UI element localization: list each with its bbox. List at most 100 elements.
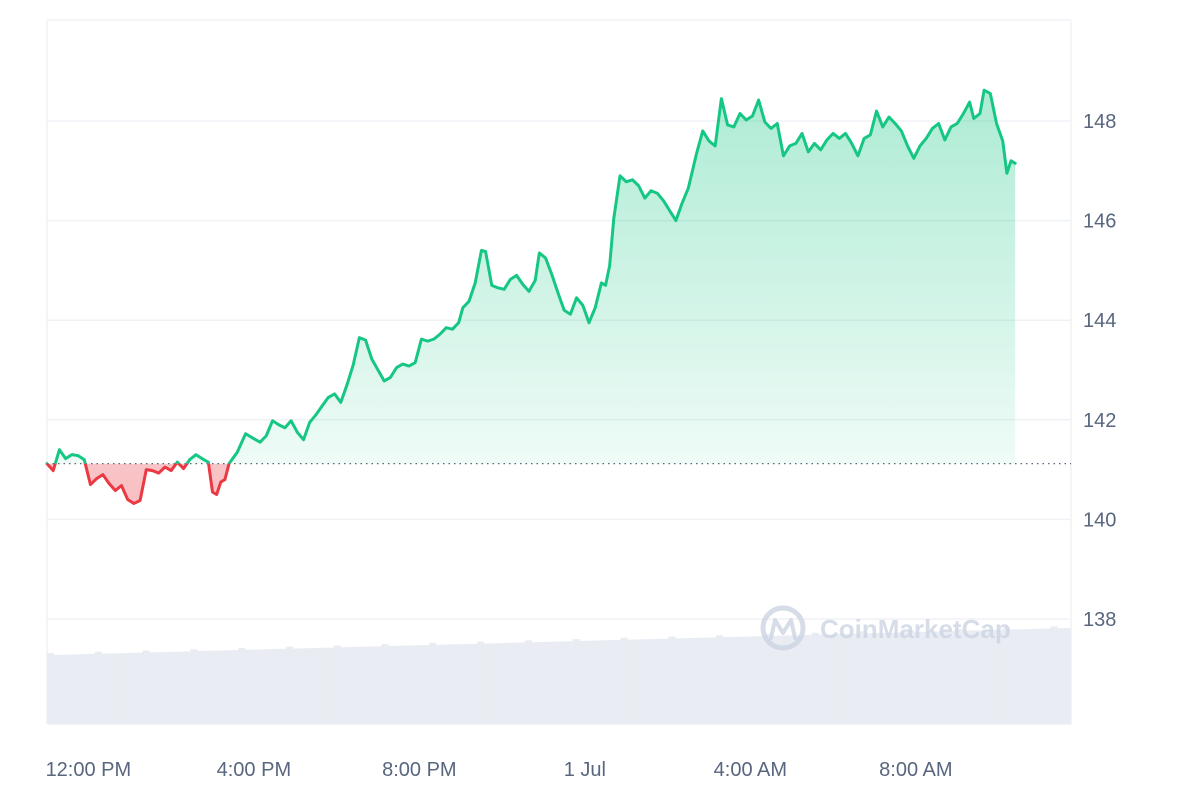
volume-bar — [579, 640, 587, 724]
volume-bar — [258, 649, 266, 724]
data-point — [983, 89, 985, 91]
data-point — [133, 502, 135, 504]
y-tick-label: 144 — [1083, 310, 1116, 332]
data-point — [813, 142, 815, 144]
volume-bar — [565, 641, 573, 724]
volume-bar — [920, 631, 928, 724]
volume-bar — [763, 633, 771, 724]
volume-bar — [122, 653, 130, 724]
volume-bar — [94, 651, 102, 724]
data-point — [944, 139, 946, 141]
data-point — [770, 127, 772, 129]
data-point — [139, 499, 141, 501]
volume-bar — [825, 634, 833, 724]
volume-bar — [381, 644, 389, 724]
data-point — [557, 292, 559, 294]
volume-bar — [135, 652, 143, 724]
volume-bar — [477, 641, 485, 724]
data-point — [995, 122, 997, 124]
volume-bar — [483, 643, 492, 724]
volume-bar — [47, 653, 55, 724]
volume-bar — [442, 644, 451, 724]
volume-bar — [989, 629, 997, 724]
volume-bar — [941, 631, 949, 724]
data-point — [875, 110, 877, 112]
volume-bar — [340, 647, 348, 724]
volume-bar — [306, 648, 314, 724]
volume-bar — [163, 651, 171, 724]
data-point — [271, 420, 273, 422]
data-point — [259, 441, 261, 443]
volume-bar — [422, 645, 430, 724]
data-point — [1006, 172, 1008, 174]
volume-bar — [1023, 629, 1031, 724]
volume-bar — [347, 647, 355, 724]
data-point — [588, 321, 590, 323]
data-point — [681, 202, 683, 204]
volume-bar — [743, 636, 751, 724]
data-point — [284, 427, 286, 429]
data-point — [844, 132, 846, 134]
area-above-baseline — [47, 90, 1016, 464]
volume-bar — [204, 650, 212, 724]
volume-bar — [927, 631, 935, 724]
volume-bar — [1016, 629, 1024, 724]
volume-bar — [60, 654, 68, 724]
volume-bar — [87, 653, 96, 724]
data-point — [189, 458, 191, 460]
data-point — [46, 462, 48, 464]
coinmarketcap-watermark: CoinMarketCap — [760, 605, 1011, 651]
volume-bar — [470, 643, 478, 724]
data-point — [708, 140, 710, 142]
data-point — [662, 199, 664, 201]
data-point — [265, 435, 267, 437]
volume-bar — [804, 634, 812, 724]
data-point — [739, 112, 741, 114]
volume-bar — [367, 646, 375, 724]
data-point — [420, 338, 422, 340]
data-point — [224, 478, 226, 480]
data-point — [462, 307, 464, 309]
data-point — [637, 185, 639, 187]
data-point — [819, 149, 821, 151]
data-point — [426, 340, 428, 342]
price-line — [45, 88, 1017, 505]
data-point — [277, 424, 279, 426]
volume-bar — [238, 647, 246, 724]
volume-bar — [948, 631, 956, 724]
data-point — [201, 457, 203, 459]
volume-bar — [654, 638, 662, 724]
volume-bar — [511, 642, 519, 724]
data-point — [913, 157, 915, 159]
data-point — [973, 117, 975, 119]
data-point — [389, 376, 391, 378]
volume-bar — [401, 645, 410, 724]
data-point — [182, 467, 184, 469]
x-tick-label: 4:00 AM — [714, 759, 787, 781]
area-below-baseline — [47, 463, 1016, 504]
data-point — [58, 448, 60, 450]
data-point — [309, 421, 311, 423]
volume-bar — [115, 653, 123, 724]
volume-bar — [572, 639, 580, 724]
volume-bar — [1050, 626, 1058, 724]
data-point — [600, 282, 602, 284]
data-point — [220, 481, 222, 483]
volume-bar — [886, 632, 894, 724]
volume-bar — [463, 643, 471, 724]
data-point — [931, 127, 933, 129]
data-point — [687, 187, 689, 189]
data-point — [751, 115, 753, 117]
volume-bar — [552, 641, 560, 724]
data-point — [863, 137, 865, 139]
volume-bar — [736, 636, 744, 724]
data-point — [164, 466, 166, 468]
data-point — [851, 142, 853, 144]
data-point — [340, 401, 342, 403]
data-point — [120, 484, 122, 486]
data-point — [625, 181, 627, 183]
volume-bar — [395, 645, 403, 724]
volume-bar — [1043, 628, 1051, 724]
data-point — [726, 124, 728, 126]
volume-bar — [722, 637, 730, 724]
